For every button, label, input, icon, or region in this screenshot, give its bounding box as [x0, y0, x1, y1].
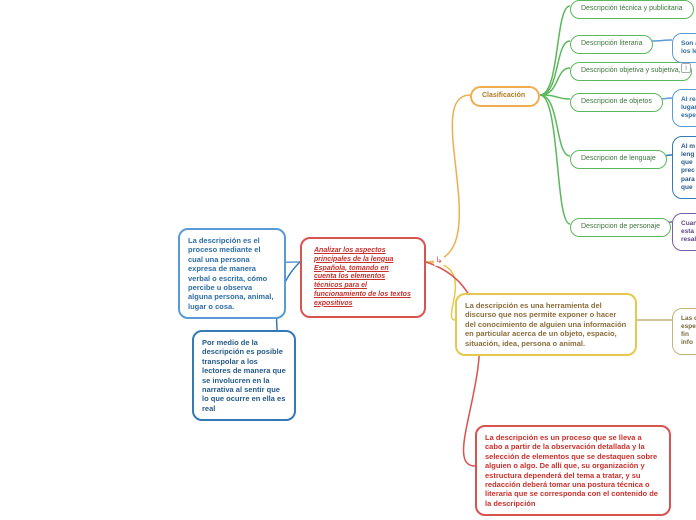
connector — [540, 95, 570, 99]
connector — [540, 6, 570, 95]
classify-item-5[interactable]: Descripcion de personaje — [570, 218, 671, 237]
right-note-4[interactable]: Las d espe fin info — [672, 308, 696, 355]
connector — [540, 68, 570, 95]
node-desc-transpolar-text: Por medio de la descripción es posible t… — [202, 338, 286, 413]
connector — [540, 41, 570, 95]
node-clasificacion[interactable]: Clasificación — [470, 86, 540, 107]
info-icon[interactable]: i — [681, 63, 691, 73]
central-topic[interactable]: Analizar los aspectos principales de la … — [300, 237, 426, 318]
classify-item-text: Descripcion de personaje — [581, 223, 660, 230]
classify-item-text: Descripcion de objetos — [581, 98, 652, 105]
classify-item-1[interactable]: Descripción literaria — [570, 35, 653, 54]
classify-item-0[interactable]: Descripción técnica y publicitaria — [570, 0, 694, 19]
right-note-2[interactable]: Al m leng que prec para que — [672, 136, 696, 199]
right-note-0[interactable]: Son aqu los lecto — [672, 33, 696, 63]
connector — [426, 95, 470, 262]
classify-item-text: Descripción objetiva y subjetiva, — [581, 67, 681, 74]
node-desc-tool-text: La descripción es una herramienta del di… — [465, 301, 626, 348]
classify-item-4[interactable]: Descripcion de lenguaje — [570, 150, 667, 169]
right-note-3[interactable]: Cuan esta resalt — [672, 213, 696, 251]
node-desc-definition-text: La descripción es el proceso mediante el… — [188, 236, 273, 311]
node-desc-process-text: La descripción es un proceso que se llev… — [485, 433, 658, 508]
connector — [426, 262, 455, 320]
central-topic-text: Analizar los aspectos principales de la … — [314, 247, 411, 307]
connector — [540, 95, 570, 156]
node-clasificacion-text: Clasificación — [482, 92, 525, 99]
classify-item-text: Descripción técnica y publicitaria — [581, 5, 683, 12]
connector — [650, 40, 672, 41]
node-desc-transpolar[interactable]: Por medio de la descripción es posible t… — [192, 330, 296, 421]
classify-item-text: Descripcion de lenguaje — [581, 155, 656, 162]
node-desc-tool[interactable]: La descripción es una herramienta del di… — [455, 293, 637, 356]
classify-item-2[interactable]: Descripción objetiva y subjetiva, — [570, 62, 692, 81]
classify-item-text: Descripción literaria — [581, 40, 642, 47]
connector — [540, 95, 570, 224]
classify-item-3[interactable]: Descripcion de objetos — [570, 93, 663, 112]
node-desc-definition[interactable]: La descripción es el proceso mediante el… — [178, 228, 286, 319]
node-desc-process[interactable]: La descripción es un proceso que se llev… — [475, 425, 671, 516]
right-note-1[interactable]: Al rea lugar espec — [672, 89, 696, 127]
expand-icon[interactable]: ↳ — [434, 256, 444, 266]
